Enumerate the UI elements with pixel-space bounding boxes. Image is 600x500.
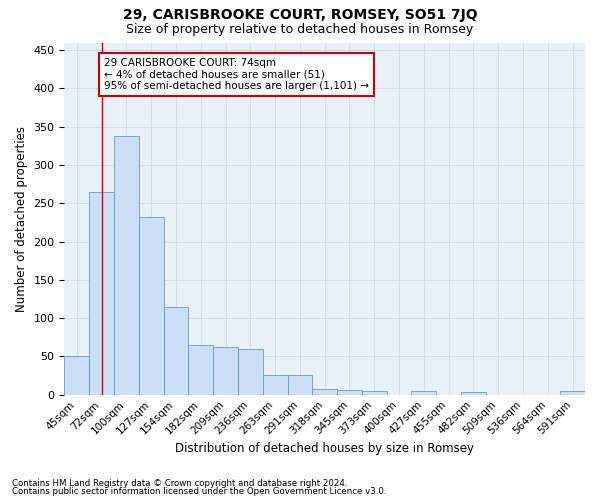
Bar	[337, 390, 362, 394]
Text: Size of property relative to detached houses in Romsey: Size of property relative to detached ho…	[127, 22, 473, 36]
X-axis label: Distribution of detached houses by size in Romsey: Distribution of detached houses by size …	[175, 442, 474, 455]
Bar	[89, 192, 114, 394]
Bar	[362, 391, 386, 394]
Bar	[213, 348, 238, 395]
Bar	[238, 349, 263, 395]
Bar	[164, 306, 188, 394]
Bar	[139, 217, 164, 394]
Y-axis label: Number of detached properties: Number of detached properties	[15, 126, 28, 312]
Bar	[560, 391, 585, 394]
Bar	[64, 356, 89, 395]
Text: Contains public sector information licensed under the Open Government Licence v3: Contains public sector information licen…	[12, 487, 386, 496]
Bar	[412, 391, 436, 394]
Text: Contains HM Land Registry data © Crown copyright and database right 2024.: Contains HM Land Registry data © Crown c…	[12, 478, 347, 488]
Text: 29 CARISBROOKE COURT: 74sqm
← 4% of detached houses are smaller (51)
95% of semi: 29 CARISBROOKE COURT: 74sqm ← 4% of deta…	[104, 58, 369, 91]
Text: 29, CARISBROOKE COURT, ROMSEY, SO51 7JQ: 29, CARISBROOKE COURT, ROMSEY, SO51 7JQ	[122, 8, 478, 22]
Bar	[287, 375, 313, 394]
Bar	[188, 345, 213, 395]
Bar	[114, 136, 139, 394]
Bar	[313, 390, 337, 394]
Bar	[461, 392, 486, 394]
Bar	[263, 375, 287, 394]
